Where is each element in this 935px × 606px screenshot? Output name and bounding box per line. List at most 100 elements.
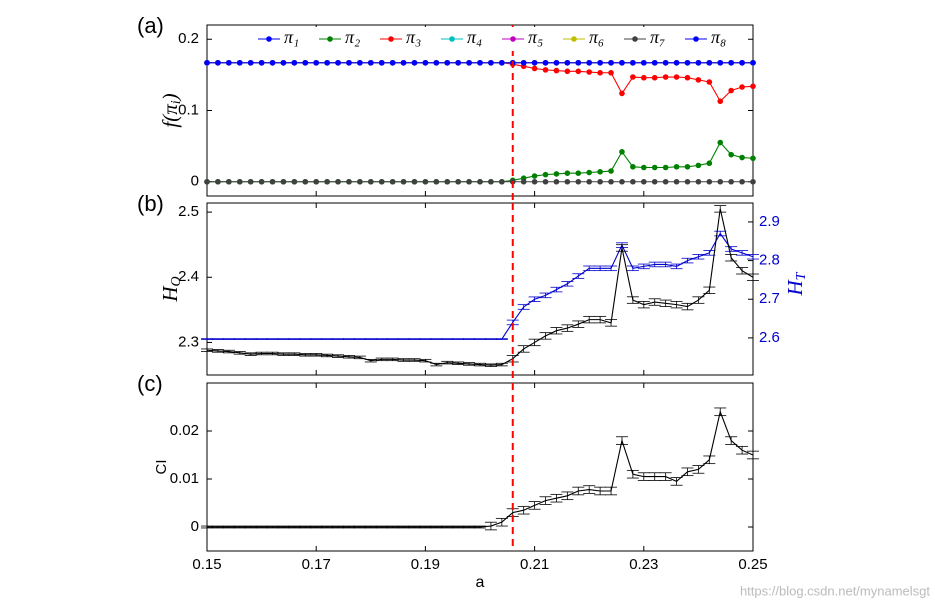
point <box>324 59 330 66</box>
point <box>357 178 363 185</box>
point <box>455 59 461 66</box>
point <box>488 59 494 66</box>
x-tick-label: 0.25 <box>738 556 767 573</box>
point <box>258 178 265 185</box>
y-tick-label: 2.3 <box>178 333 199 350</box>
point <box>739 59 745 66</box>
point <box>346 178 352 185</box>
point <box>673 74 680 80</box>
point <box>204 59 210 66</box>
y2-axis-label: HT <box>783 271 809 296</box>
point <box>378 178 385 185</box>
x-tick-label: 0.17 <box>302 556 331 573</box>
point <box>269 178 276 185</box>
point <box>553 67 560 74</box>
point <box>499 178 505 185</box>
point <box>662 164 669 171</box>
point <box>455 178 461 185</box>
point <box>433 59 440 66</box>
legend-label: π₇ <box>650 27 665 47</box>
point <box>531 173 538 179</box>
point <box>553 171 560 177</box>
x-tick-label: 0.23 <box>629 556 658 573</box>
point <box>520 178 527 185</box>
legend-label: π₂ <box>345 27 360 47</box>
y-tick-label: 2.4 <box>178 268 199 285</box>
y-tick-label: 0.1 <box>178 101 199 118</box>
legend-dot <box>693 36 699 42</box>
legend-dot <box>449 36 455 42</box>
point <box>575 178 582 185</box>
point <box>706 160 713 167</box>
legend-dot <box>571 36 577 42</box>
x-tick-label: 0.21 <box>520 556 549 573</box>
x-tick-label: 0.19 <box>411 556 440 573</box>
point <box>302 59 309 66</box>
point <box>324 178 330 185</box>
y2-axis-label-sub: T <box>794 271 809 280</box>
point <box>586 59 592 66</box>
point <box>641 74 647 81</box>
point <box>280 178 287 185</box>
point <box>335 178 341 185</box>
y2-tick-label: 2.6 <box>759 329 780 346</box>
point <box>542 67 549 73</box>
point <box>739 84 745 90</box>
point <box>499 59 505 66</box>
point <box>641 178 647 185</box>
point <box>630 59 636 66</box>
point <box>695 59 702 66</box>
point <box>575 68 582 75</box>
point <box>651 74 658 81</box>
legend-dot <box>327 36 333 42</box>
legend-label: π₁ <box>284 27 299 47</box>
y-axis-label-sub: i <box>169 100 184 104</box>
point <box>346 59 352 66</box>
point <box>608 59 614 66</box>
point <box>608 69 614 76</box>
legend-label: π₄ <box>467 27 482 47</box>
point <box>389 59 396 66</box>
point <box>750 59 756 66</box>
legend-label: π₆ <box>589 27 604 47</box>
point <box>619 59 625 66</box>
legend-dot <box>510 36 516 42</box>
point <box>717 98 724 105</box>
point <box>226 178 232 185</box>
point <box>684 163 691 170</box>
legend-dot <box>266 36 272 42</box>
point <box>389 178 396 185</box>
point <box>444 59 451 66</box>
point <box>597 59 603 66</box>
point <box>728 178 734 185</box>
point <box>641 164 647 171</box>
point <box>553 178 560 185</box>
point <box>269 59 276 66</box>
y-tick-label: 0.2 <box>178 30 199 47</box>
point <box>400 178 407 185</box>
point <box>662 178 669 185</box>
y2-axis-label-main: H <box>783 278 807 296</box>
legend-dot <box>632 36 638 42</box>
point <box>378 59 385 66</box>
point <box>357 59 363 66</box>
point <box>619 149 625 155</box>
point <box>597 168 603 175</box>
point <box>564 178 571 185</box>
point <box>695 77 702 83</box>
point <box>422 178 429 185</box>
panel-label: (c) <box>137 371 163 396</box>
point <box>597 69 603 76</box>
point <box>236 59 243 66</box>
point <box>531 178 538 185</box>
point <box>662 59 669 66</box>
point <box>280 59 287 66</box>
point <box>542 59 549 66</box>
y-axis-label: CI <box>153 460 170 475</box>
point <box>662 74 669 80</box>
point <box>575 170 582 176</box>
point <box>400 59 407 66</box>
y2-tick-label: 2.7 <box>759 290 780 307</box>
y2-tick-label: 2.8 <box>759 252 780 269</box>
watermark: https://blog.csdn.net/mynamelsgt <box>740 583 930 598</box>
